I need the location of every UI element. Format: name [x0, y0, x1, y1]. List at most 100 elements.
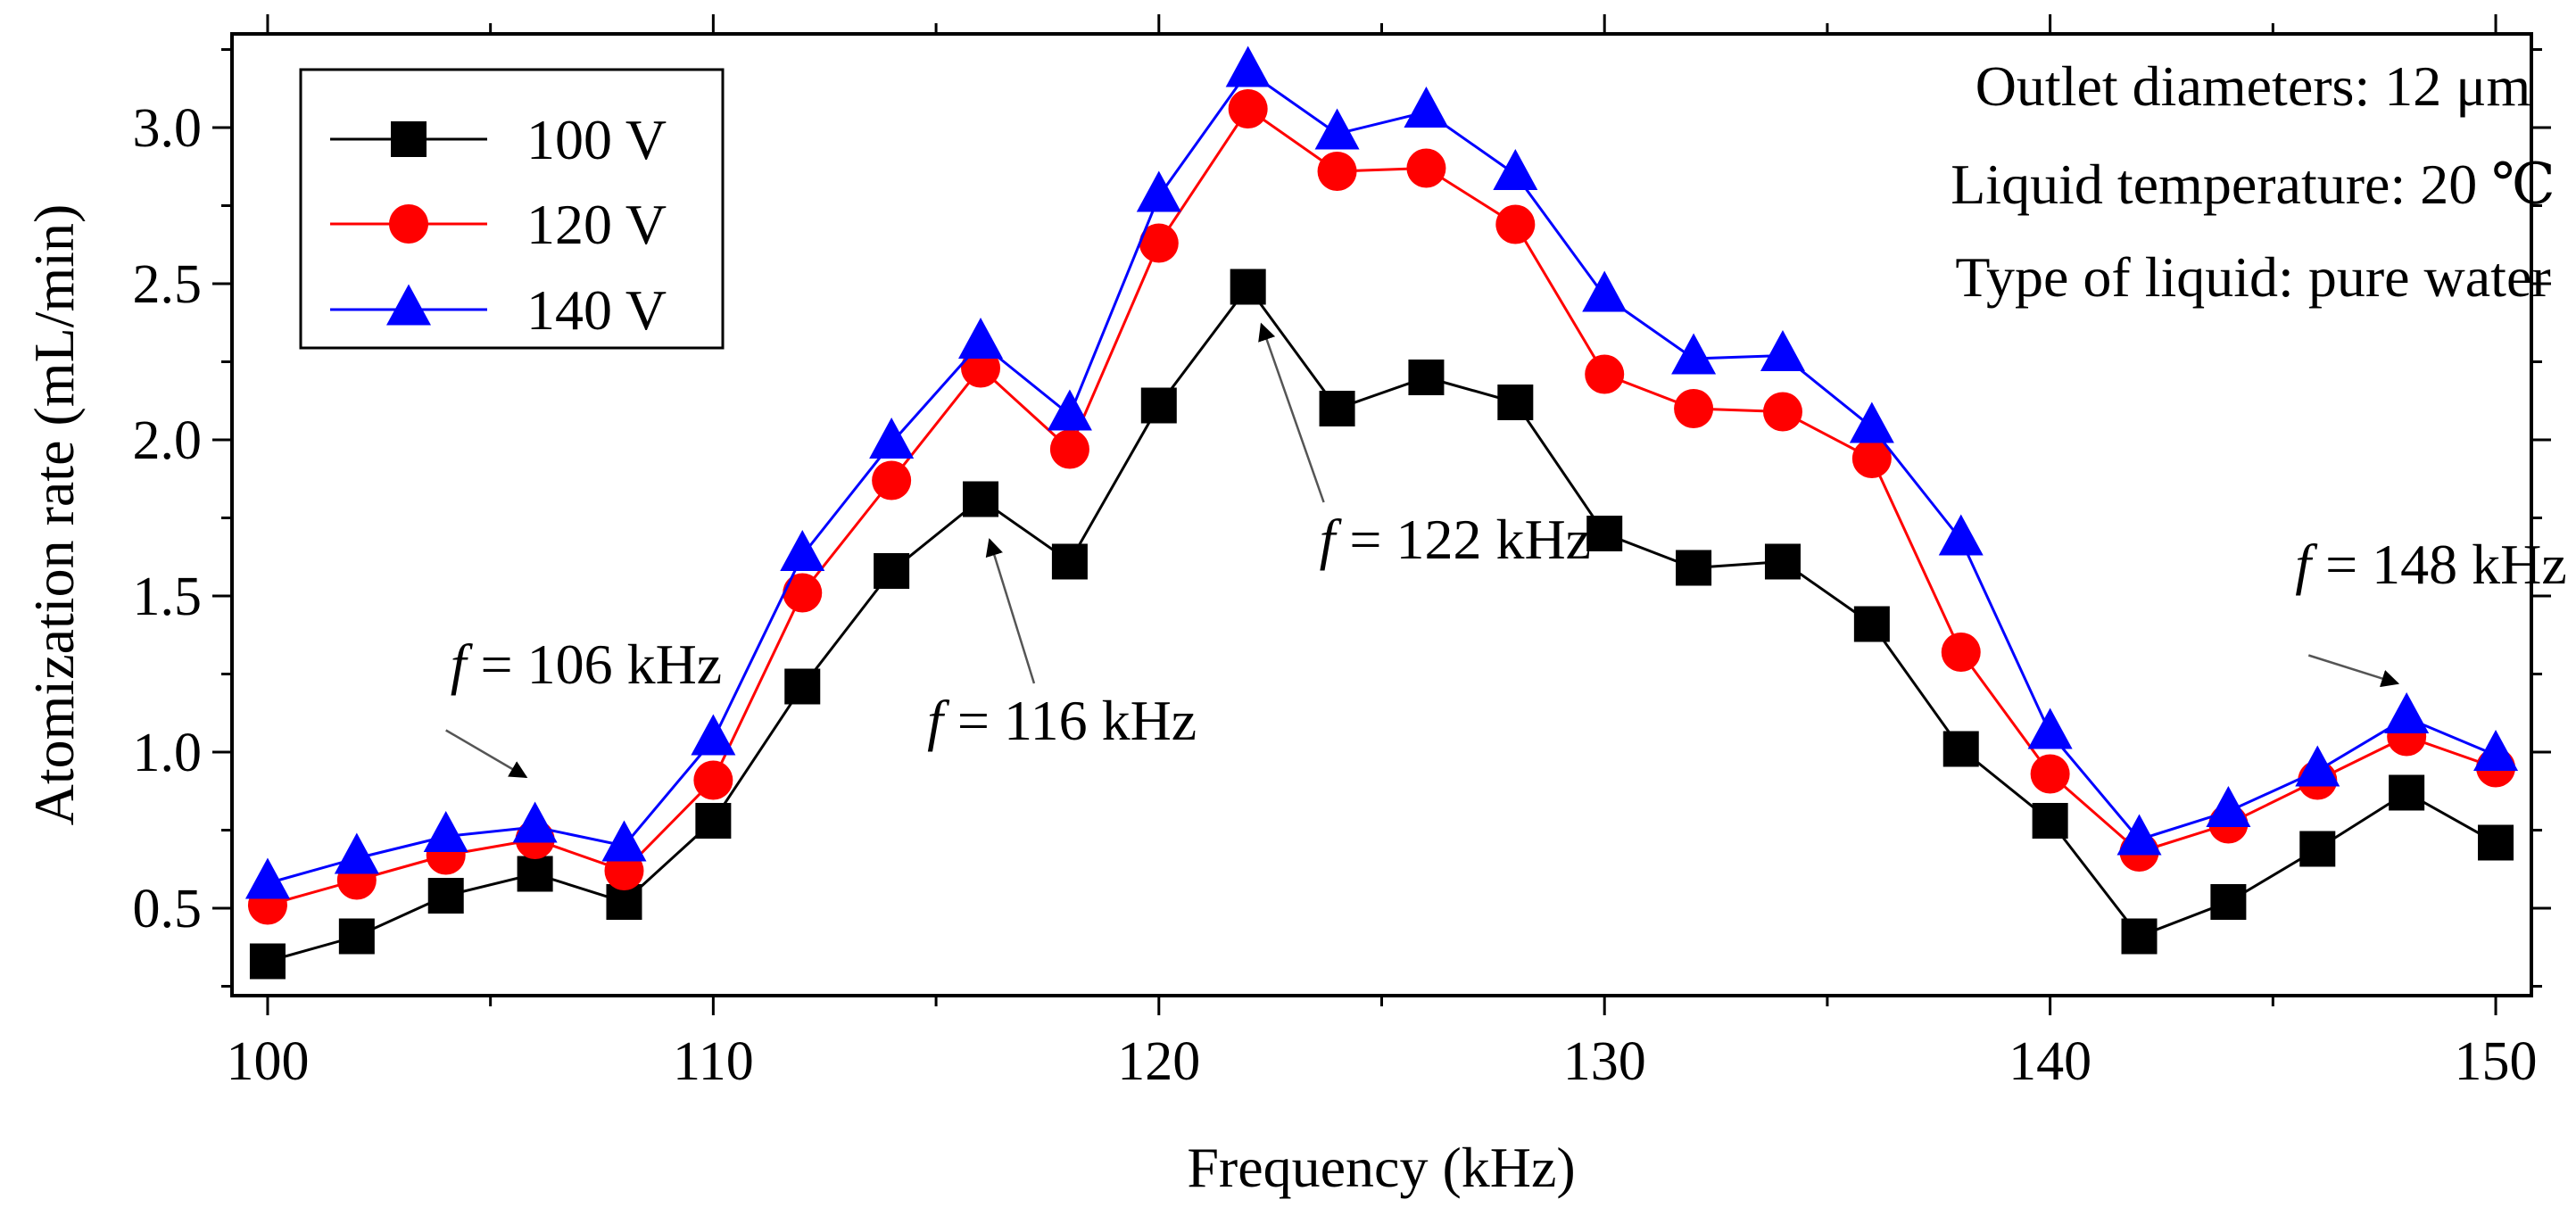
legend-marker	[391, 121, 427, 157]
x-tick-label: 120	[1117, 1031, 1200, 1092]
series-100-v	[249, 269, 2514, 980]
legend-marker	[386, 284, 431, 326]
x-tick-label: 130	[1563, 1031, 1646, 1092]
annotation-label: f = 116 kHz	[927, 689, 1197, 752]
data-point	[2295, 745, 2340, 787]
data-point	[1493, 148, 1538, 190]
data-point	[2032, 803, 2068, 839]
data-point	[1047, 389, 1092, 431]
data-point	[1585, 354, 1625, 394]
data-point	[2116, 814, 2162, 856]
data-point	[2478, 824, 2514, 861]
legend-label: 120 V	[526, 193, 667, 256]
data-point	[1049, 429, 1089, 469]
data-point	[427, 878, 464, 914]
data-point	[963, 481, 999, 517]
data-point	[695, 803, 732, 839]
x-axis-title: Frequency (kHz)	[1187, 1136, 1575, 1199]
data-point	[512, 801, 558, 843]
data-point	[693, 760, 733, 800]
data-point	[691, 714, 736, 756]
data-point	[1230, 269, 1266, 305]
annotation-arrow	[445, 729, 528, 779]
data-point	[1404, 86, 1449, 128]
data-point	[1676, 550, 1712, 586]
data-point	[334, 832, 379, 874]
x-tick-label: 110	[673, 1031, 754, 1092]
y-axis-title: Atomization rate (mL/min)	[22, 204, 86, 826]
series-line	[267, 284, 2497, 963]
data-point	[1406, 148, 1446, 188]
data-point	[958, 317, 1004, 359]
data-point	[1317, 152, 1357, 191]
data-point	[1582, 270, 1628, 312]
data-point	[249, 943, 286, 980]
series-line	[267, 69, 2497, 885]
data-point	[1849, 401, 1894, 443]
series-140-v	[244, 45, 2519, 899]
data-point	[1853, 606, 1890, 642]
data-point	[1497, 385, 1534, 420]
info-liquid-type: Type of liquid: pure water	[1955, 245, 2550, 309]
data-point	[1136, 170, 1181, 212]
data-point	[244, 857, 290, 899]
y-tick-label: 1.0	[133, 723, 203, 783]
legend-box	[299, 68, 725, 350]
data-point	[2121, 918, 2158, 955]
data-point	[1764, 543, 1801, 580]
data-point	[2384, 691, 2430, 733]
x-tick-label: 150	[2455, 1031, 2538, 1092]
data-point	[874, 553, 910, 589]
data-point	[872, 460, 912, 500]
annotation-label: f = 148 kHz	[2295, 533, 2567, 596]
data-point	[2210, 884, 2247, 920]
y-tick-label: 1.5	[133, 567, 203, 627]
data-point	[2206, 785, 2251, 827]
annotation-arrow	[2307, 654, 2400, 688]
y-tick-label: 2.5	[133, 254, 203, 315]
data-point	[2389, 774, 2425, 811]
data-point	[783, 573, 823, 613]
y-tick-label: 2.0	[133, 410, 203, 471]
data-point	[1942, 731, 1979, 767]
data-point	[2027, 707, 2073, 749]
data-point	[784, 668, 821, 705]
data-point	[1760, 329, 1805, 371]
data-point	[1139, 223, 1179, 263]
data-point	[1314, 108, 1360, 150]
data-point	[601, 820, 647, 862]
y-tick-label: 0.5	[133, 879, 203, 939]
data-point	[1851, 439, 1892, 478]
data-point	[1674, 389, 1714, 428]
x-tick-label: 100	[226, 1031, 309, 1092]
x-tick-label: 140	[2009, 1031, 2091, 1092]
data-point	[869, 417, 915, 459]
data-point	[338, 918, 375, 955]
data-point	[1228, 89, 1268, 128]
info-outlet-diameter: Outlet diameters: 12 μm	[1975, 54, 2531, 118]
legend-marker	[389, 204, 428, 244]
annotation-label: f = 122 kHz	[1320, 508, 1592, 571]
annotation-arrow	[1258, 322, 1325, 503]
legend-label: 100 V	[526, 108, 667, 171]
data-point	[2299, 831, 2336, 867]
data-point	[1762, 392, 1802, 432]
data-point	[1319, 391, 1355, 426]
data-point	[1140, 387, 1177, 424]
data-point	[1225, 45, 1271, 87]
data-point	[1941, 633, 1981, 672]
annotation-arrow	[985, 538, 1036, 684]
annotation-label: f = 106 kHz	[451, 633, 722, 696]
info-liquid-temperature: Liquid temperature: 20 ℃	[1951, 153, 2555, 216]
data-point	[780, 529, 825, 571]
y-tick-label: 3.0	[133, 98, 203, 159]
data-point	[1938, 514, 1984, 556]
data-point	[1671, 333, 1717, 375]
data-point	[517, 856, 553, 892]
legend: 100 V 120 V 140 V	[299, 68, 725, 350]
data-point	[2473, 729, 2519, 771]
data-point	[1051, 543, 1088, 580]
data-point	[1495, 204, 1536, 244]
data-point	[1408, 360, 1445, 395]
